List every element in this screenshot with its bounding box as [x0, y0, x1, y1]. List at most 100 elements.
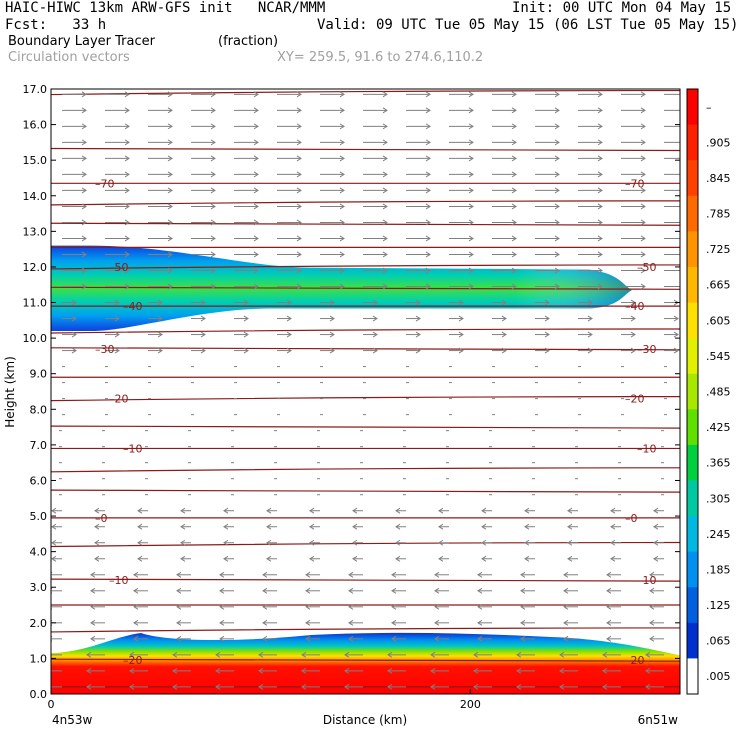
- init-time: Init: 00 UTC Mon 04 May 15: [512, 0, 732, 16]
- wind-vector-head: [94, 507, 100, 514]
- wind-vector-head: [348, 603, 354, 610]
- wind-vector-head: [81, 251, 87, 258]
- wind-vector-head: [90, 587, 96, 594]
- wind-vector-head: [172, 667, 178, 674]
- wind-vector-head: [477, 619, 483, 626]
- colorbar-swatch: [687, 373, 698, 410]
- wind-vector-head: [567, 507, 573, 514]
- colorbar-swatch: [687, 338, 698, 375]
- wind-vector-head: [243, 347, 249, 354]
- isotherm-line: [51, 286, 680, 290]
- wind-vector-head: [266, 507, 272, 514]
- wind-vector-head: [309, 523, 315, 530]
- wind-vector-head: [606, 603, 612, 610]
- wind-vector-head: [554, 251, 560, 258]
- wind-vector-head: [587, 299, 593, 306]
- isotherm-line: [51, 222, 680, 226]
- wind-vector-head: [511, 155, 517, 162]
- wind-vector-head: [262, 635, 268, 642]
- x-tick-label: 0: [48, 698, 55, 711]
- wind-vector-head: [468, 251, 474, 258]
- wind-vector-head: [382, 91, 388, 98]
- wind-vector-head: [296, 155, 302, 162]
- y-tick-label: 16.0: [23, 119, 48, 132]
- wind-vector-head: [210, 283, 216, 290]
- wind-vector-head: [610, 523, 616, 530]
- wind-vector-head: [434, 635, 440, 642]
- wind-vector-head: [434, 603, 440, 610]
- wind-vector-head: [559, 651, 565, 658]
- overlay-name: Circulation vectors: [8, 50, 130, 65]
- wind-vector-head: [524, 507, 530, 514]
- isotherm-line: [51, 147, 680, 152]
- isotherm-line: [51, 425, 680, 429]
- wind-vector-head: [563, 571, 569, 578]
- wind-vector-head: [468, 267, 474, 274]
- wind-vector-head: [434, 619, 440, 626]
- wind-vector-head: [262, 587, 268, 594]
- wind-vector-head: [137, 523, 143, 530]
- wind-vector-head: [339, 203, 345, 210]
- wind-vector-head: [157, 347, 163, 354]
- isotherm-label: –40: [123, 300, 143, 313]
- x-end-location: 6n51w: [638, 713, 679, 727]
- wind-vector-head: [94, 539, 100, 546]
- colorbar-label: .905: [706, 136, 731, 149]
- wind-vector-head: [215, 651, 221, 658]
- colorbar-swatch: [687, 124, 698, 161]
- wind-vector-head: [382, 107, 388, 114]
- wind-vector-head: [352, 523, 358, 530]
- isotherm-label: –70: [95, 177, 115, 190]
- wind-vector-head: [468, 235, 474, 242]
- wind-vector-head: [167, 155, 173, 162]
- colorbar-swatch: [687, 231, 698, 268]
- wind-vector-head: [266, 555, 272, 562]
- wind-vector-head: [210, 203, 216, 210]
- wind-vector-head: [425, 107, 431, 114]
- wind-vector-head: [468, 171, 474, 178]
- wind-vector-head: [167, 203, 173, 210]
- isotherm-line: [51, 578, 680, 582]
- isotherm-label: –10: [637, 442, 657, 455]
- wind-vector-head: [180, 555, 186, 562]
- wind-vector-head: [167, 235, 173, 242]
- isotherm-line: [51, 489, 680, 493]
- wind-vector-head: [81, 91, 87, 98]
- field-name: Boundary Layer Tracer: [8, 34, 155, 49]
- wind-vector-head: [395, 523, 401, 530]
- valid-time: Valid: 09 UTC Tue 05 May 15 (06 LST Tue …: [317, 17, 739, 33]
- wind-vector-head: [339, 91, 345, 98]
- wind-vector-head: [86, 651, 92, 658]
- wind-vector-head: [640, 235, 646, 242]
- wind-vector-head: [348, 587, 354, 594]
- wind-vector-head: [172, 683, 178, 690]
- wind-vector-head: [339, 155, 345, 162]
- wind-vector-head: [468, 203, 474, 210]
- colorbar-label: .185: [706, 563, 731, 576]
- wind-vector-head: [339, 235, 345, 242]
- wind-vector-head: [133, 635, 139, 642]
- wind-vector-head: [473, 683, 479, 690]
- colorbar-swatch: [687, 658, 698, 695]
- wind-vector-head: [167, 91, 173, 98]
- y-tick-label: 10.0: [23, 332, 48, 345]
- wind-vector-head: [425, 283, 431, 290]
- wind-vector-head: [124, 235, 130, 242]
- wind-vector-head: [554, 235, 560, 242]
- wind-vector-head: [81, 219, 87, 226]
- wind-vector-head: [210, 123, 216, 130]
- wind-vector-head: [382, 171, 388, 178]
- wind-vector-head: [296, 91, 302, 98]
- wind-vector-head: [176, 603, 182, 610]
- wind-vector-head: [425, 219, 431, 226]
- wind-vector-head: [71, 331, 77, 338]
- wind-vector-head: [286, 331, 292, 338]
- wind-vector-head: [339, 107, 345, 114]
- wind-vector-head: [554, 107, 560, 114]
- y-tick-label: 6.0: [30, 474, 48, 487]
- isotherm-label: –10: [123, 442, 143, 455]
- isotherm-label: –10: [109, 574, 129, 587]
- wind-vector-head: [90, 571, 96, 578]
- wind-vector-head: [81, 203, 87, 210]
- wind-vector-head: [262, 571, 268, 578]
